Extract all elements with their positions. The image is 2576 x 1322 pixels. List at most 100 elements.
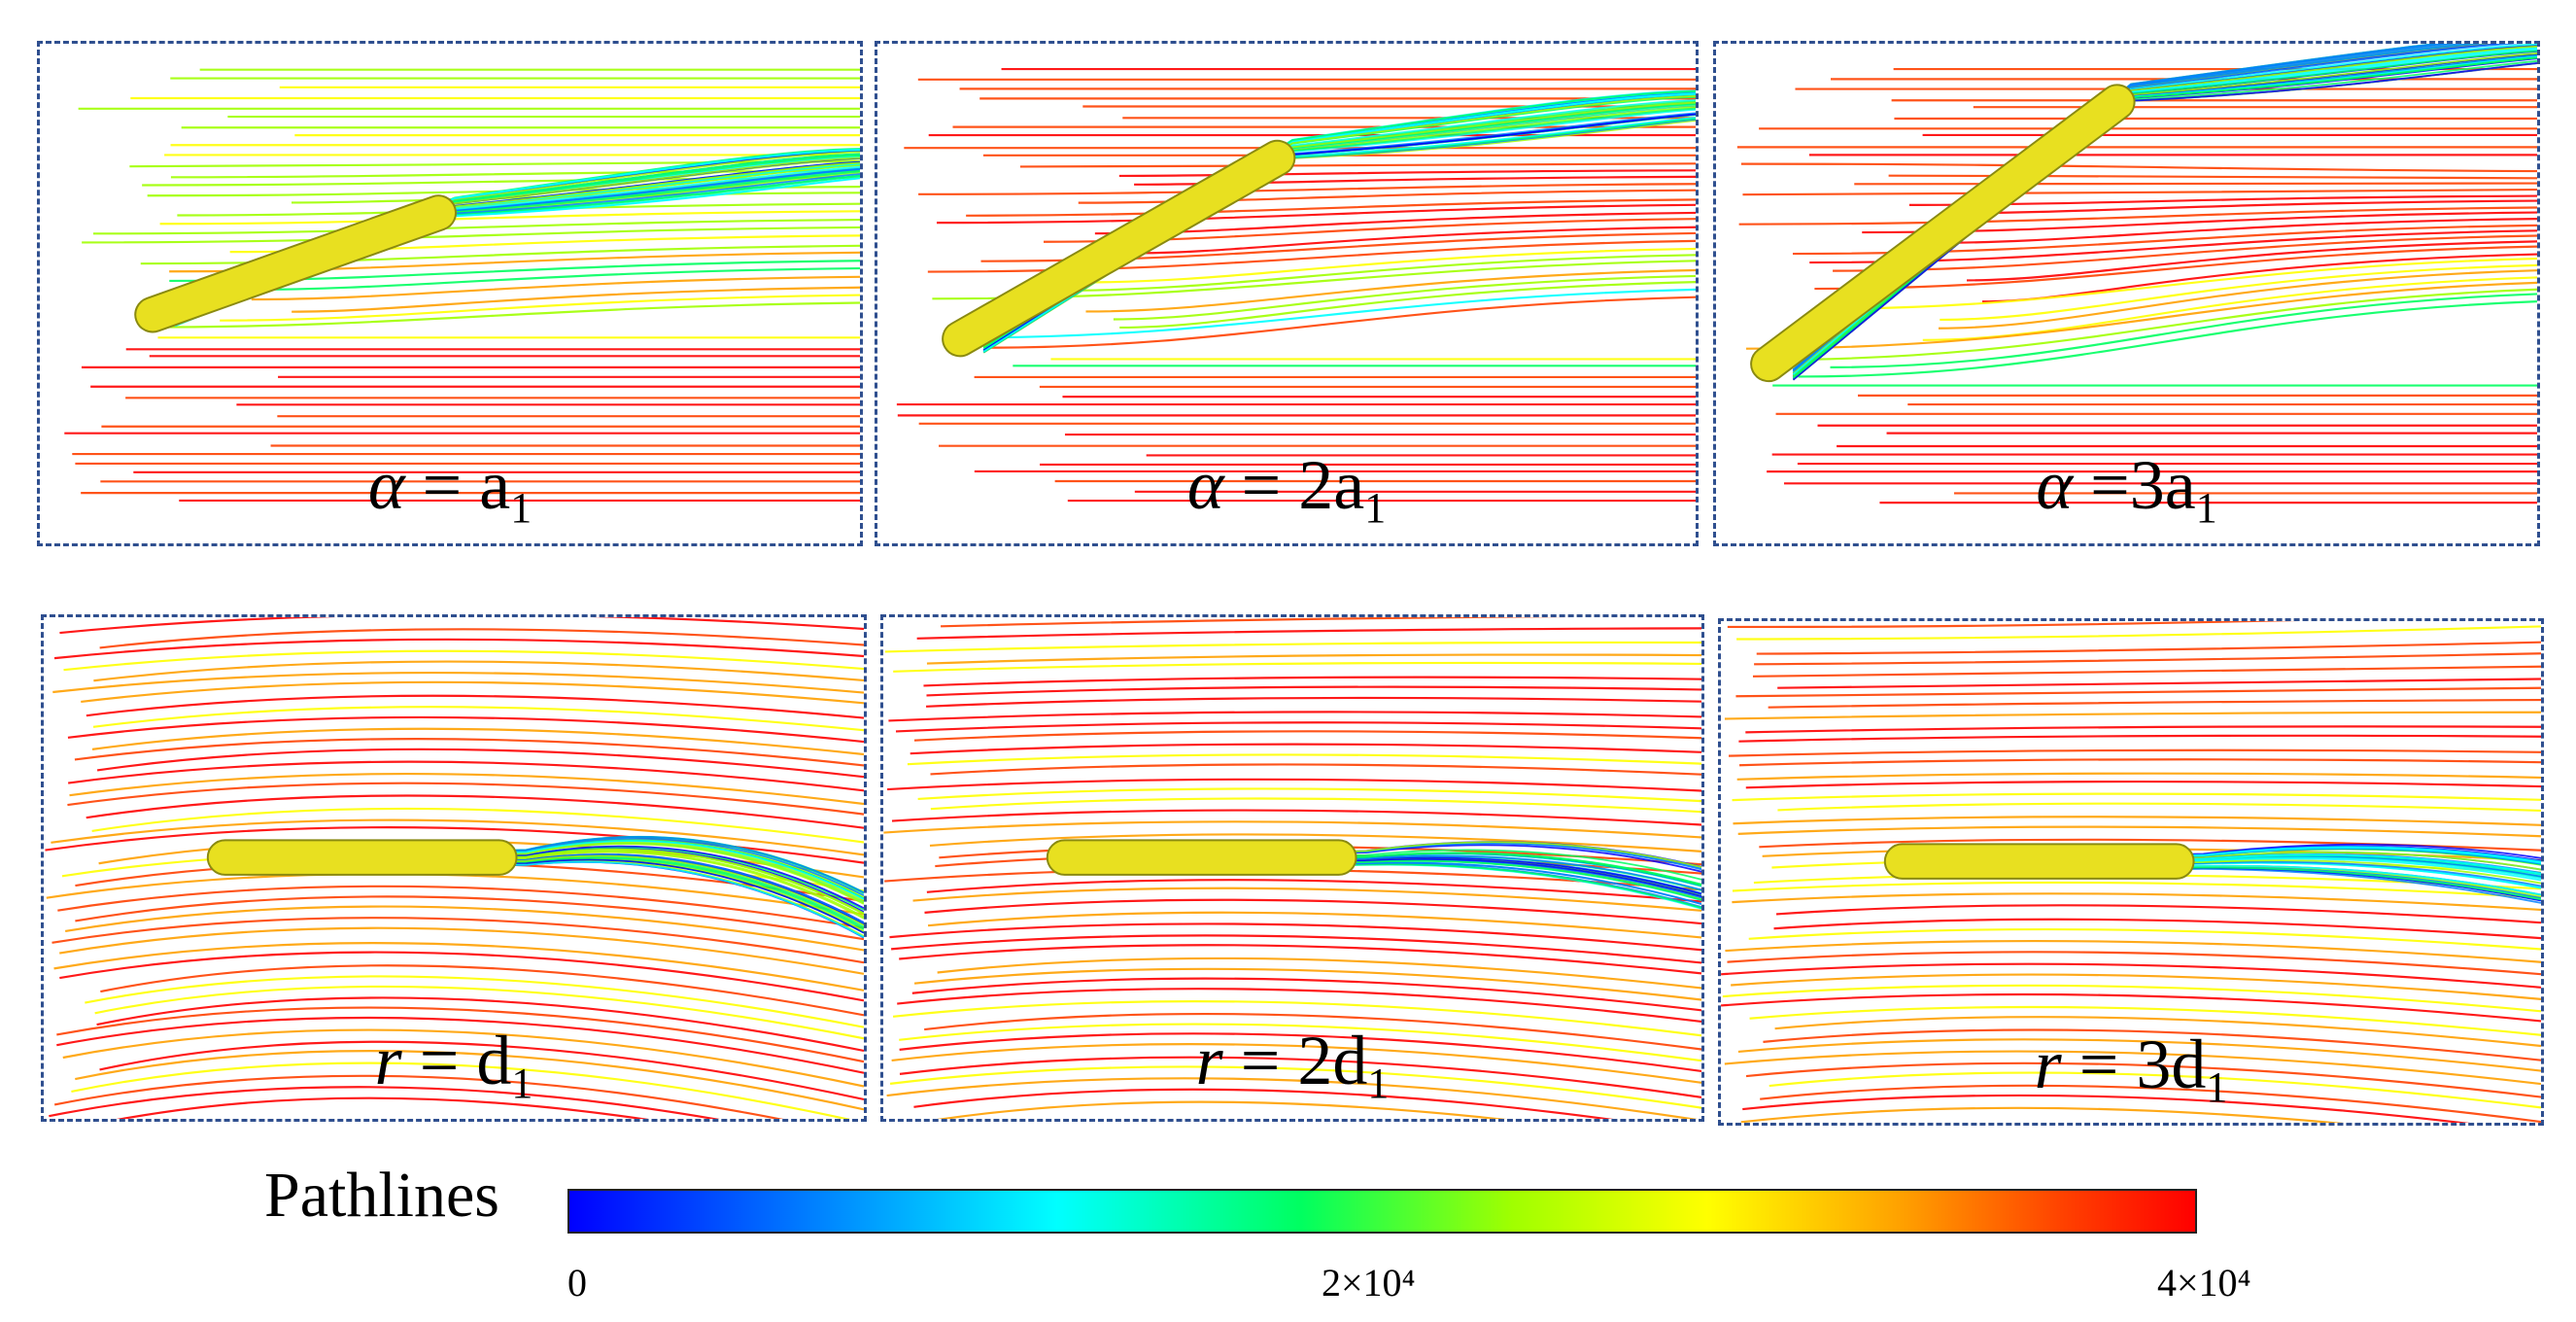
pathline: [174, 155, 860, 319]
pathline: [91, 807, 864, 844]
pathline: [916, 627, 1701, 640]
pathline: [982, 90, 1696, 343]
pathline: [913, 730, 1701, 742]
panel-r-d1: r = d1: [41, 614, 867, 1122]
pathline: [1752, 665, 2541, 678]
pathline-plot: [883, 617, 1701, 1119]
pathline: [1745, 725, 2541, 734]
vehicle-body: [1883, 843, 2195, 880]
pathline: [923, 676, 1701, 687]
pathline: [982, 113, 1696, 352]
pathline: [67, 715, 864, 744]
pathline: [1724, 711, 2541, 720]
pathline: [1777, 678, 2541, 689]
pathline: [1769, 1071, 2541, 1109]
pathline: [1745, 780, 2541, 789]
pathline: [91, 727, 864, 756]
pathline: [1119, 281, 1696, 330]
pathline: [1731, 973, 2541, 1000]
pathline: [86, 794, 864, 829]
pathline: [899, 1056, 1701, 1098]
pathline: [1722, 984, 2541, 1013]
pathline: [982, 118, 1696, 353]
pathline: [1854, 182, 2537, 186]
pathline: [64, 905, 864, 952]
pathline: [1056, 859, 1701, 901]
panel-label: α = 2a1: [1186, 446, 1387, 532]
pathline: [174, 148, 860, 316]
pathline: [1777, 802, 2541, 812]
pathline: [82, 226, 860, 244]
panel-label: α = a1: [367, 446, 532, 532]
pathline: [251, 275, 860, 301]
pathline: [220, 294, 860, 322]
pathline: [1749, 1005, 2541, 1036]
pathline: [53, 1074, 784, 1119]
pathline: [56, 1016, 864, 1074]
pathline: [174, 170, 860, 325]
pathline: [75, 895, 864, 941]
pathline: [982, 103, 1696, 348]
pathline: [1792, 52, 2537, 377]
pathline: [1740, 1106, 2344, 1123]
pathline: [1792, 56, 2537, 379]
colorbar-tick-max: 4×10⁴: [2157, 1261, 2251, 1305]
pathline: [53, 942, 864, 992]
pathline: [926, 685, 1701, 697]
pathline: [886, 1077, 1699, 1119]
pathline: [56, 1006, 864, 1063]
pathline: [1078, 189, 1696, 204]
pathline: [217, 855, 864, 929]
pathline: [217, 837, 864, 896]
pathline: [918, 183, 1696, 195]
pathline: [982, 94, 1696, 345]
panel-alpha-a1: α = a1: [37, 41, 863, 546]
pathline: [1746, 281, 2537, 350]
pathline: [62, 1028, 864, 1088]
pathline: [982, 116, 1696, 353]
pathline: [930, 797, 1701, 814]
pathline: [926, 696, 1701, 708]
pathline: [1742, 188, 2537, 196]
pathline: [57, 885, 864, 929]
panel-alpha-2a1: α = 2a1: [875, 41, 1699, 546]
pathline: [1814, 245, 2537, 291]
pathline: [941, 617, 1571, 628]
pathline: [174, 161, 860, 322]
pathline: [1792, 56, 2537, 379]
pathline: [1756, 641, 2541, 655]
pathline: [927, 239, 1696, 273]
pathline: [897, 988, 1701, 1024]
pathline: [982, 112, 1696, 351]
pathline: [71, 1061, 851, 1119]
pathline: [891, 934, 1701, 964]
vehicle-body: [134, 194, 458, 333]
pathline: [1729, 748, 2541, 757]
pathline: [924, 1012, 1701, 1051]
pathline: [1792, 50, 2537, 376]
pathline: [937, 957, 1701, 990]
pathline: [1792, 47, 2537, 375]
pathline: [100, 964, 864, 1017]
pathline: [1740, 162, 2537, 173]
pathline: [96, 748, 864, 779]
pathline: [174, 177, 860, 327]
pathline: [1721, 992, 2541, 1023]
pathline: [1774, 1016, 2541, 1048]
colorbar: [567, 1189, 2197, 1234]
pathline: [924, 898, 1701, 925]
pathline: [245, 266, 860, 292]
pathline: [1894, 843, 2541, 862]
pathline: [96, 996, 864, 1053]
panel-label: α =3a1: [2036, 446, 2217, 532]
pathline: [59, 951, 864, 1002]
pathline: [1056, 854, 1701, 891]
pathline: [1113, 274, 1696, 321]
pathline: [92, 218, 860, 235]
panel-label: r = 2d1: [1195, 1022, 1390, 1107]
pathline: [1894, 853, 2541, 875]
pathline: [1056, 857, 1701, 897]
pathline: [86, 694, 864, 719]
pathline: [966, 198, 1696, 217]
pathline: [49, 1086, 720, 1119]
